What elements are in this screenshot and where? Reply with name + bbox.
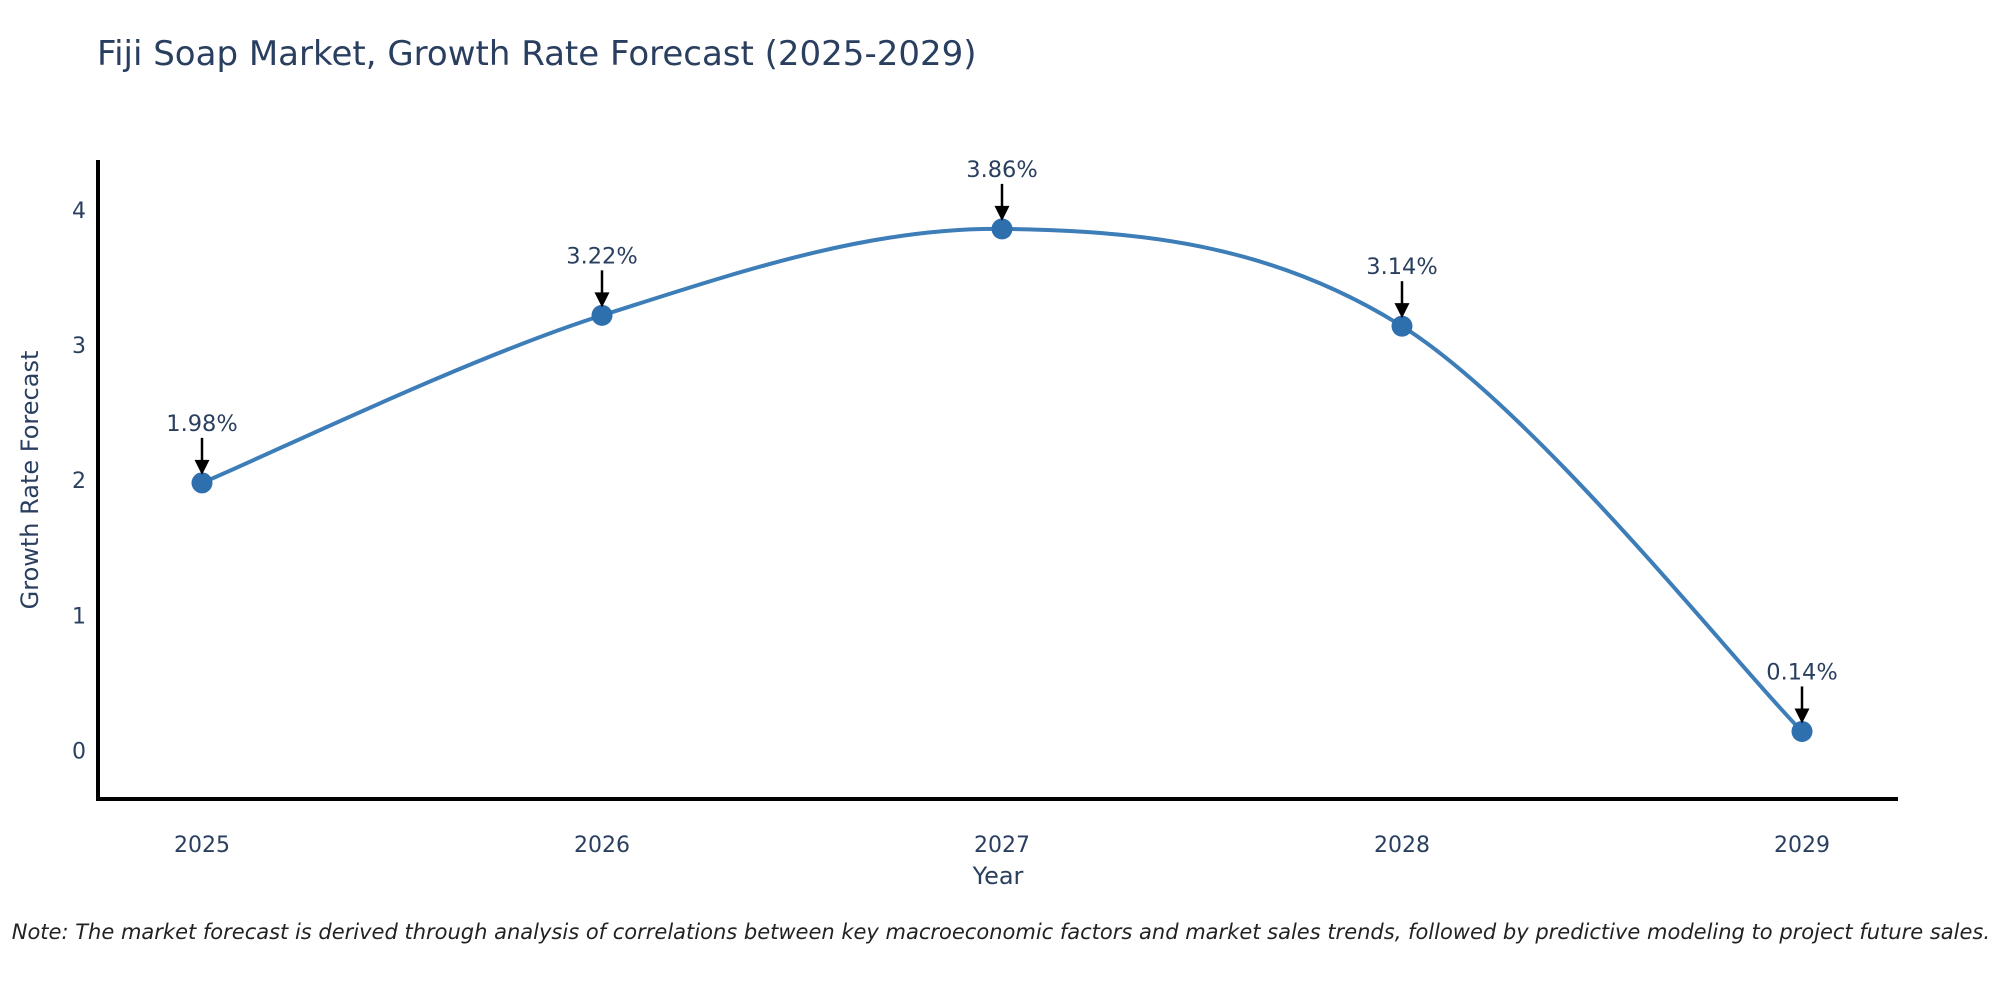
point-annotation-label: 3.86% — [966, 157, 1037, 183]
x-tick-label: 2025 — [174, 833, 230, 858]
series-line — [200, 226, 1804, 734]
y-tick-label: 3 — [72, 334, 86, 359]
data-point-marker[interactable] — [591, 304, 613, 326]
annotation-arrowhead-icon — [594, 292, 610, 308]
point-annotation: 3.86% — [966, 157, 1038, 221]
x-tick-labels: 2025 2026 2027 2028 2029 — [174, 833, 1830, 858]
x-tick-label: 2027 — [974, 833, 1030, 858]
y-tick-label: 4 — [72, 199, 86, 224]
point-annotation: 1.98% — [166, 411, 238, 475]
annotation-arrowhead-icon — [1794, 708, 1810, 724]
x-tick-label: 2026 — [574, 833, 630, 858]
y-tick-label: 2 — [72, 469, 86, 494]
data-point-marker[interactable] — [1791, 720, 1813, 742]
chart-title: Fiji Soap Market, Growth Rate Forecast (… — [97, 34, 977, 74]
point-annotation: 3.14% — [1366, 254, 1438, 319]
data-point-marker[interactable] — [991, 218, 1013, 240]
y-tick-label: 0 — [72, 739, 86, 764]
point-annotation-label: 1.98% — [166, 411, 237, 437]
point-annotation-label: 0.14% — [1766, 659, 1837, 685]
data-point-markers — [191, 218, 1813, 742]
y-tick-labels: 0 1 2 3 4 — [72, 199, 86, 764]
x-tick-label: 2029 — [1774, 833, 1830, 858]
point-annotation-label: 3.14% — [1366, 254, 1437, 280]
annotation-arrowhead-icon — [1394, 303, 1410, 319]
footnote: Note: The market forecast is derived thr… — [11, 920, 1990, 944]
x-tick-label: 2028 — [1374, 833, 1430, 858]
x-axis-title: Year — [972, 862, 1024, 890]
data-point-marker[interactable] — [1391, 315, 1413, 337]
point-annotations: 1.98% 3.22% 3.86% 3.14% 0.14% — [166, 157, 1838, 724]
annotation-arrowhead-icon — [994, 205, 1010, 221]
point-annotation: 3.22% — [566, 243, 638, 308]
data-point-marker[interactable] — [191, 472, 213, 494]
point-annotation-label: 3.22% — [566, 243, 637, 269]
y-tick-label: 1 — [72, 604, 86, 629]
annotation-arrowhead-icon — [194, 459, 210, 475]
point-annotation: 0.14% — [1766, 659, 1838, 724]
